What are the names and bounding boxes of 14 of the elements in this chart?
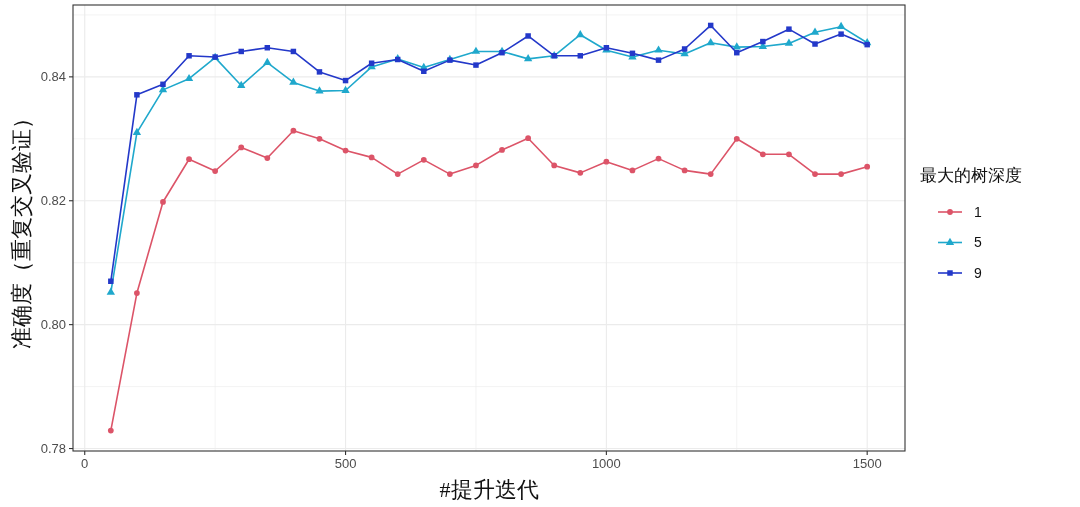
legend-title: 最大的树深度 — [920, 165, 1022, 185]
y-tick-label: 0.82 — [40, 193, 66, 209]
y-tick-label: 0.80 — [40, 317, 66, 333]
x-tick-label: 1500 — [852, 456, 882, 471]
legend-label: 9 — [974, 264, 982, 281]
y-tick-label: 0.84 — [40, 69, 66, 85]
x-tick-label: 1000 — [591, 456, 621, 471]
y-axis-title: 准确度（重复交叉验证） — [9, 107, 34, 349]
legend-label: 1 — [974, 203, 982, 220]
legend-label: 5 — [974, 234, 982, 251]
x-axis-title: #提升迭代 — [439, 477, 539, 502]
x-tick-label: 0 — [81, 456, 89, 471]
y-tick-label: 0.78 — [40, 441, 66, 457]
x-tick-label: 500 — [334, 456, 357, 471]
